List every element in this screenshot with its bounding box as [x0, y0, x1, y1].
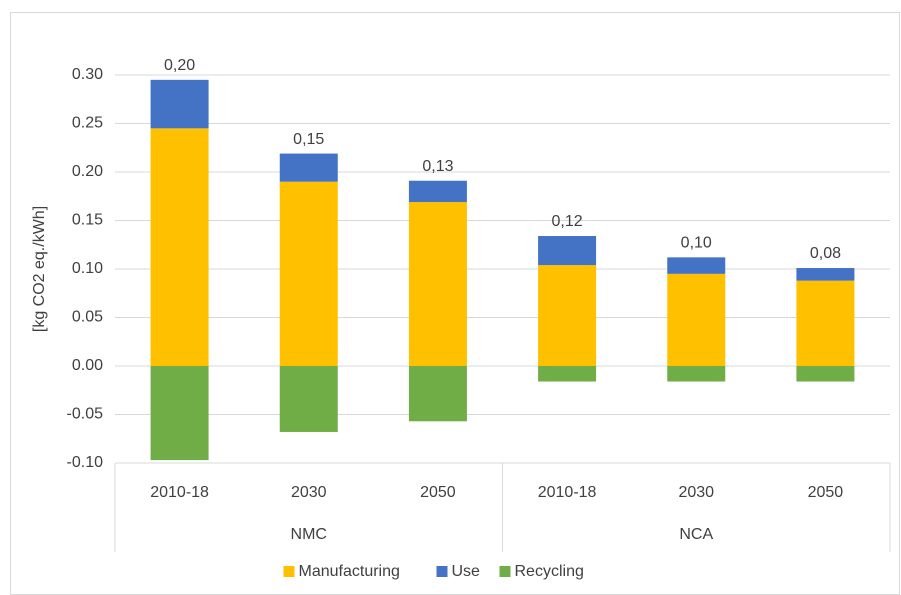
bar-segment — [796, 366, 855, 382]
y-tick-label: -0.05 — [67, 406, 104, 423]
y-tick-label: 0.25 — [72, 115, 103, 132]
y-tick-label: 0.00 — [72, 357, 103, 374]
bar-segment — [150, 128, 209, 366]
legend-swatch — [436, 566, 448, 577]
y-tick-label: 0.10 — [72, 260, 103, 277]
bar-segment — [279, 153, 338, 182]
group-label: NMC — [291, 526, 327, 543]
total-label: 0,08 — [810, 245, 841, 262]
x-tick-label: 2010-18 — [538, 484, 597, 501]
bar-segment — [150, 366, 209, 461]
bar-segment — [796, 280, 855, 366]
bar-segment — [279, 181, 338, 366]
total-label: 0,20 — [164, 57, 195, 74]
total-label: 0,10 — [681, 235, 712, 252]
y-tick-label: 0.05 — [72, 309, 103, 326]
bar-segment — [667, 366, 726, 382]
total-label: 0,15 — [293, 131, 324, 148]
y-tick-label: 0.20 — [72, 163, 103, 180]
bar-segment — [408, 180, 467, 203]
legend-label: Manufacturing — [299, 563, 400, 580]
legend-swatch — [499, 566, 511, 577]
x-tick-label: 2010-18 — [150, 484, 209, 501]
bar-segment — [667, 257, 726, 274]
bar-segment — [538, 366, 597, 382]
legend-swatch — [283, 566, 295, 577]
bar-segment — [408, 366, 467, 422]
bar-segment — [150, 79, 209, 129]
bar-segment — [796, 268, 855, 281]
y-tick-label: 0.30 — [72, 66, 103, 83]
x-tick-label: 2030 — [291, 484, 327, 501]
y-tick-label: -0.10 — [67, 454, 104, 471]
x-tick-label: 2050 — [420, 484, 456, 501]
bar-segment — [667, 273, 726, 366]
legend-label: Use — [452, 563, 481, 580]
total-label: 0,12 — [552, 213, 583, 230]
y-tick-label: 0.15 — [72, 212, 103, 229]
legend-label: Recycling — [515, 563, 584, 580]
bar-segment — [538, 265, 597, 366]
total-label: 0,13 — [422, 158, 453, 175]
bar-segment — [408, 202, 467, 366]
y-axis-label: [kg CO2 eq./kWh] — [31, 206, 48, 332]
x-tick-label: 2050 — [808, 484, 844, 501]
bar-segment — [279, 366, 338, 432]
x-tick-label: 2030 — [678, 484, 714, 501]
group-label: NCA — [679, 526, 713, 543]
bar-segment — [538, 236, 597, 266]
